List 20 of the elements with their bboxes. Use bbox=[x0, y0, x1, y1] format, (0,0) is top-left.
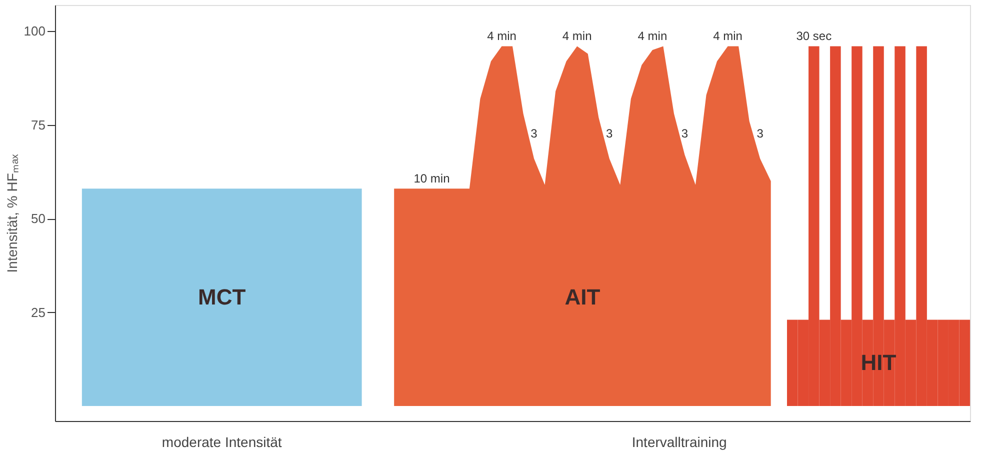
annotation: 3 bbox=[756, 126, 764, 141]
series-label: AIT bbox=[564, 284, 601, 310]
annotation: 4 min bbox=[638, 29, 668, 44]
annotation: 3 bbox=[530, 126, 538, 141]
annotation: 4 min bbox=[562, 29, 592, 44]
annotation: 4 min bbox=[487, 29, 516, 44]
series-label: MCT bbox=[198, 284, 246, 310]
text: Intervalltraining bbox=[632, 434, 727, 450]
annotation: 4 min bbox=[713, 29, 742, 44]
text: moderate Intensität bbox=[162, 434, 282, 450]
y-tick-label: 100 bbox=[24, 24, 46, 39]
y-tick-label: 75 bbox=[31, 117, 46, 132]
y-tick-label: 50 bbox=[31, 211, 46, 226]
annotation: 30 sec bbox=[796, 29, 832, 44]
series-label: HIT bbox=[860, 350, 897, 375]
annotation: 3 bbox=[606, 126, 614, 141]
annotation: 3 bbox=[681, 126, 688, 141]
y-axis-title: Intensität, % HFₘₐₓ bbox=[4, 154, 20, 273]
annotation: 10 min bbox=[414, 172, 450, 186]
y-tick-label: 25 bbox=[31, 304, 46, 320]
